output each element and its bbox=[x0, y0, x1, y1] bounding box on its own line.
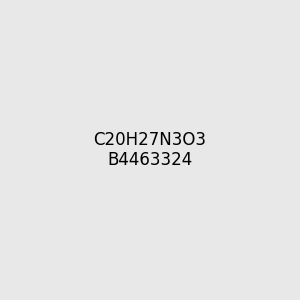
Text: C20H27N3O3
B4463324: C20H27N3O3 B4463324 bbox=[94, 130, 206, 170]
